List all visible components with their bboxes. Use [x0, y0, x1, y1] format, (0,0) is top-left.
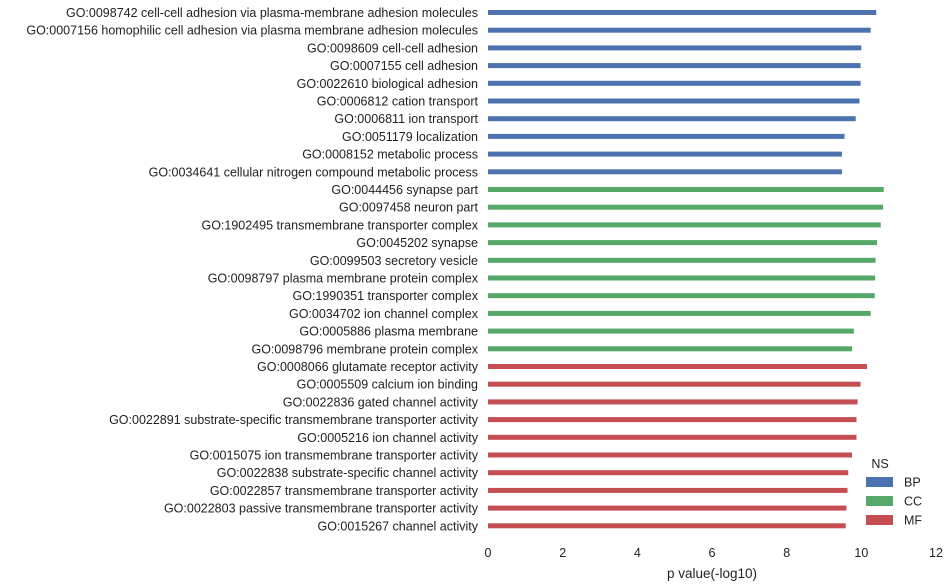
category-label: GO:0022838 substrate-specific channel ac… [217, 466, 479, 480]
category-label: GO:0044456 synapse part [331, 183, 478, 197]
category-label: GO:0007155 cell adhesion [330, 59, 478, 73]
category-label: GO:0015267 channel activity [317, 519, 478, 533]
category-label: GO:0022836 gated channel activity [283, 395, 479, 409]
bars-layer [488, 10, 884, 529]
bar-bp [488, 116, 856, 122]
bar-bp [488, 169, 842, 175]
legend-swatch-mf [866, 515, 893, 525]
bar-cc [488, 275, 876, 281]
bar-bp [488, 98, 860, 104]
category-label: GO:0098742 cell-cell adhesion via plasma… [66, 6, 478, 20]
x-tick-label: 10 [854, 546, 868, 560]
legend-title: NS [871, 457, 888, 471]
category-label: GO:0005509 calcium ion binding [297, 378, 478, 392]
x-axis-title: p value(-log10) [667, 566, 757, 581]
category-label: GO:0006812 cation transport [317, 95, 479, 109]
bar-bp [488, 10, 877, 15]
bar-cc [488, 204, 883, 210]
x-tick-label: 12 [929, 546, 943, 560]
category-label: GO:0098609 cell-cell adhesion [307, 41, 478, 55]
category-label: GO:1990351 transporter complex [292, 289, 478, 303]
x-tick-label: 0 [485, 546, 492, 560]
category-label: GO:0005886 plasma membrane [299, 325, 478, 339]
bar-bp [488, 63, 861, 69]
bar-mf [488, 434, 857, 440]
bar-cc [488, 257, 876, 263]
bar-cc [488, 240, 878, 246]
bar-mf [488, 381, 861, 387]
bar-cc [488, 310, 871, 316]
bar-bp [488, 45, 862, 51]
category-label: GO:0099503 secretory vesicle [310, 254, 478, 268]
category-label: GO:0022610 biological adhesion [297, 77, 478, 91]
bar-cc [488, 328, 854, 334]
category-label: GO:0008066 glutamate receptor activity [257, 360, 479, 374]
bar-mf [488, 523, 846, 529]
bar-mf [488, 470, 849, 476]
bar-cc [488, 222, 881, 228]
category-label: GO:0098796 membrane protein complex [251, 342, 478, 356]
category-label: GO:0034702 ion channel complex [289, 307, 479, 321]
category-labels: GO:0098742 cell-cell adhesion via plasma… [26, 6, 478, 533]
legend-label-bp: BP [904, 476, 921, 490]
x-tick-label: 8 [783, 546, 790, 560]
bar-cc [488, 293, 875, 299]
x-tick-label: 2 [559, 546, 566, 560]
bar-mf [488, 487, 848, 493]
category-label: GO:0008152 metabolic process [302, 148, 478, 162]
legend-swatch-cc [866, 496, 893, 506]
bar-bp [488, 80, 861, 86]
category-label: GO:1902495 transmembrane transporter com… [201, 218, 478, 232]
bar-bp [488, 133, 845, 139]
category-label: GO:0097458 neuron part [339, 201, 479, 215]
legend-label-mf: MF [904, 514, 922, 528]
bar-mf [488, 364, 867, 369]
legend-label-cc: CC [904, 495, 922, 509]
legend: NS BP CC MF [866, 457, 922, 528]
x-tick-label: 4 [634, 546, 641, 560]
bar-bp [488, 27, 871, 33]
bar-mf [488, 417, 857, 423]
category-label: GO:0022891 substrate-specific transmembr… [109, 413, 479, 427]
bar-mf [488, 505, 847, 511]
category-label: GO:0007156 homophilic cell adhesion via … [26, 24, 478, 38]
category-label: GO:0098797 plasma membrane protein compl… [208, 272, 479, 286]
bar-bp [488, 151, 842, 157]
category-label: GO:0051179 localization [342, 130, 478, 144]
category-label: GO:0034641 cellular nitrogen compound me… [149, 165, 478, 179]
bar-mf [488, 452, 852, 458]
category-label: GO:0015075 ion transmembrane transporter… [190, 449, 479, 463]
category-label: GO:0006811 ion transport [334, 112, 478, 126]
bar-cc [488, 187, 884, 192]
category-label: GO:0045202 synapse [356, 236, 478, 250]
category-label: GO:0005216 ion channel activity [297, 431, 478, 445]
category-label: GO:0022857 transmembrane transporter act… [210, 484, 479, 498]
bar-cc [488, 346, 852, 352]
x-axis: 0 2 4 6 8 10 12 [485, 546, 943, 560]
legend-swatch-bp [866, 477, 893, 487]
category-label: GO:0022803 passive transmembrane transpo… [164, 502, 479, 516]
x-tick-label: 6 [709, 546, 716, 560]
bar-mf [488, 399, 858, 405]
